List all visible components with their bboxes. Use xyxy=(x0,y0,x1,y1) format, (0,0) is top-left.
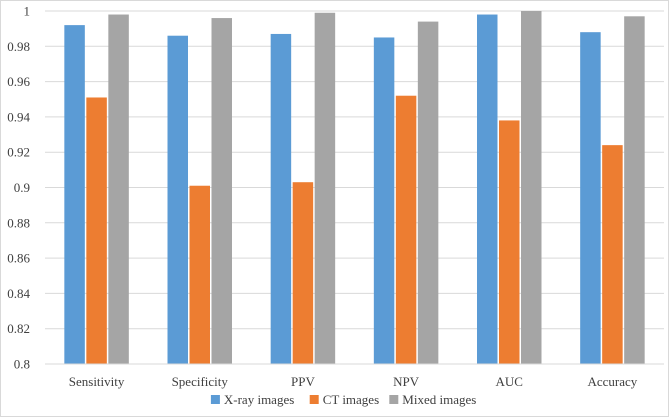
y-tick-label: 0.96 xyxy=(7,74,30,89)
x-category-label: Specificity xyxy=(172,374,229,389)
y-tick-label: 0.94 xyxy=(7,109,30,124)
x-axis-category-labels: Sensitivity Specificity PPV NPV AUC Accuracy xyxy=(69,374,638,389)
bar-x-ray-images-auc xyxy=(477,14,498,365)
bar-series xyxy=(64,11,645,365)
x-category-label: Accuracy xyxy=(588,374,638,389)
x-category-label: AUC xyxy=(496,374,523,389)
y-tick-label: 0.84 xyxy=(7,286,30,301)
bar-ct-images-auc xyxy=(499,120,520,365)
legend-label: X-ray images xyxy=(224,392,294,407)
x-category-label: NPV xyxy=(393,374,420,389)
gridlines xyxy=(45,10,664,330)
x-category-label: Sensitivity xyxy=(69,374,125,389)
y-tick-label: 0.9 xyxy=(14,180,30,195)
bar-ct-images-sensitivity xyxy=(86,97,107,365)
bar-x-ray-images-sensitivity xyxy=(64,25,85,365)
bar-mixed-images-ppv xyxy=(314,12,336,364)
bar-mixed-images-accuracy xyxy=(624,16,645,364)
bar-ct-images-npv xyxy=(395,95,417,364)
legend-swatch-ct-images xyxy=(309,395,319,404)
bar-ct-images-accuracy xyxy=(602,145,623,364)
legend-swatch-mixed-images xyxy=(389,395,399,404)
bar-x-ray-images-accuracy xyxy=(580,32,601,365)
y-tick-label: 0.92 xyxy=(7,145,30,160)
bar-mixed-images-specificity xyxy=(211,18,232,365)
bar-mixed-images-sensitivity xyxy=(108,14,129,365)
legend-label: Mixed images xyxy=(402,392,476,407)
bar-mixed-images-auc xyxy=(521,11,542,364)
bar-x-ray-images-specificity xyxy=(167,35,188,365)
legend-swatch-x-ray-images xyxy=(210,395,220,404)
bar-x-ray-images-npv xyxy=(373,37,395,364)
y-axis-tick-labels: 0.8 0.82 0.84 0.86 0.88 0.9 0.92 0.94 0.96 0.98 1 xyxy=(7,4,30,372)
bar-x-ray-images-ppv xyxy=(270,33,292,364)
legend: X-ray images CT images Mixed images xyxy=(210,392,476,407)
bar-ct-images-specificity xyxy=(189,185,210,364)
y-tick-label: 0.8 xyxy=(14,357,30,372)
y-tick-label: 0.82 xyxy=(7,321,30,336)
bar-mixed-images-npv xyxy=(417,21,439,365)
x-category-label: PPV xyxy=(291,374,315,389)
legend-label: CT images xyxy=(323,392,379,407)
y-tick-label: 0.88 xyxy=(7,215,30,230)
y-tick-label: 0.86 xyxy=(7,251,30,266)
y-tick-label: 0.98 xyxy=(7,39,30,54)
y-tick-label: 1 xyxy=(24,4,31,19)
bar-ct-images-ppv xyxy=(292,182,314,364)
